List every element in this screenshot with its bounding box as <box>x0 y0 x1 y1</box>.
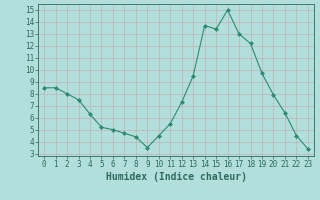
X-axis label: Humidex (Indice chaleur): Humidex (Indice chaleur) <box>106 172 246 182</box>
